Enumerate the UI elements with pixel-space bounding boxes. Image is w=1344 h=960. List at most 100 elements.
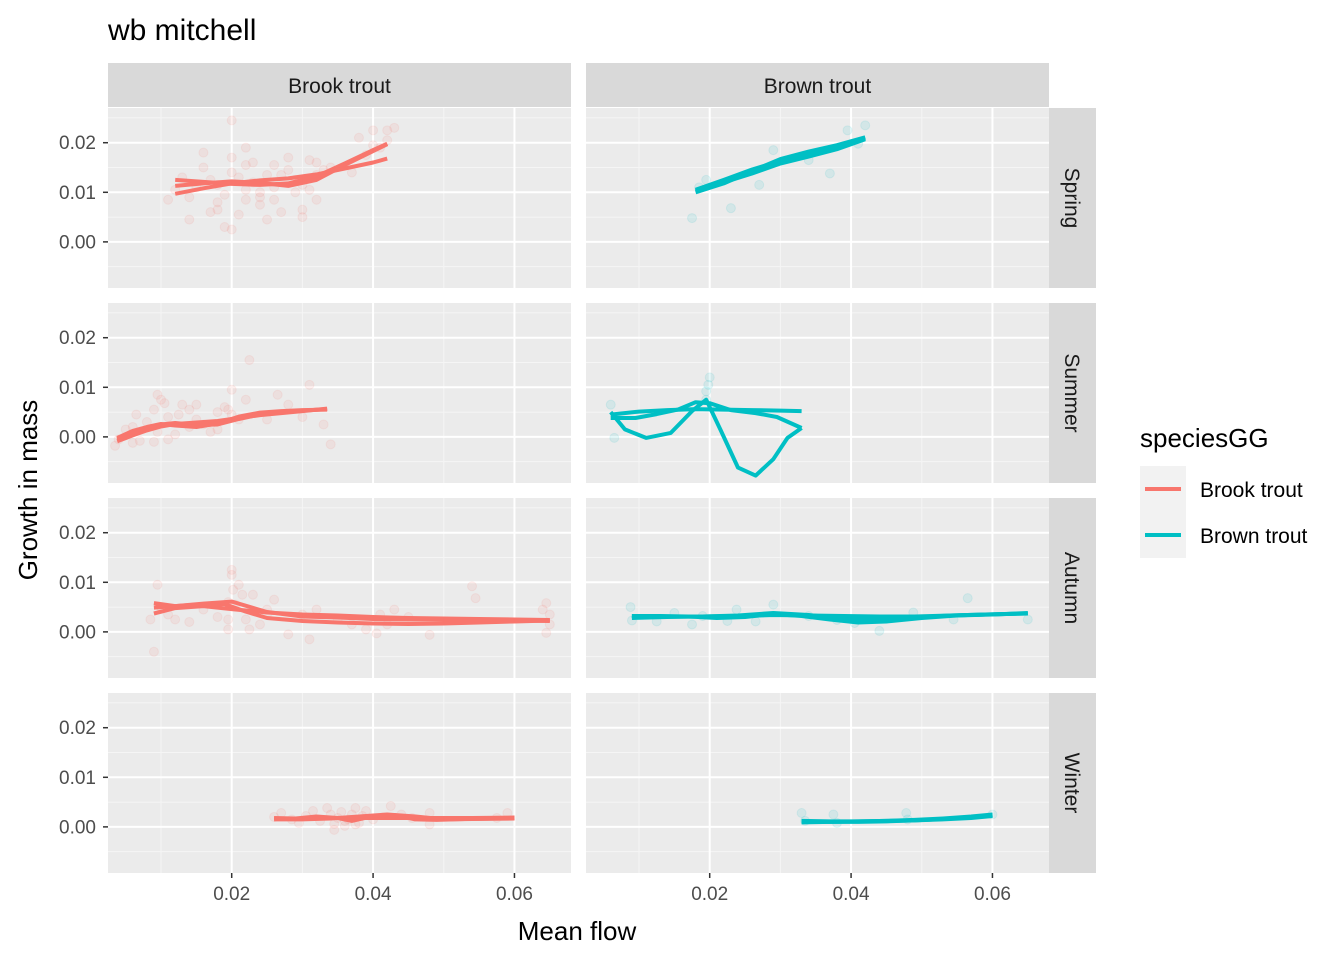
data-point: [205, 207, 216, 218]
panel-background: [108, 303, 571, 483]
data-point: [824, 168, 835, 179]
data-point: [191, 399, 202, 410]
data-point: [704, 372, 715, 383]
data-point: [226, 152, 237, 163]
data-point: [283, 164, 294, 175]
data-point: [962, 593, 973, 604]
data-point: [223, 624, 234, 635]
strip-label-winter: Winter: [1060, 753, 1083, 814]
strip-background-row-1: [1049, 108, 1096, 288]
y-tick-label: 0.01: [59, 768, 96, 789]
data-point: [269, 594, 280, 605]
data-point: [467, 581, 478, 592]
y-tick-label: 0.00: [59, 427, 96, 448]
y-tick-label: 0.02: [59, 523, 96, 544]
data-point: [329, 824, 340, 835]
data-point: [237, 589, 248, 600]
data-point: [874, 625, 885, 636]
data-point: [307, 806, 318, 817]
data-point: [544, 609, 555, 620]
data-point: [244, 355, 255, 366]
series-line-spring-brook-trout-3: [175, 142, 389, 188]
data-point: [240, 184, 251, 195]
y-tick-label: 0.00: [59, 622, 96, 643]
y-tick-label: 0.02: [59, 133, 96, 154]
data-point: [304, 379, 315, 390]
data-point: [687, 619, 698, 630]
panel-background: [586, 693, 1049, 873]
legend-label-brown-trout: Brown trout: [1200, 525, 1308, 548]
data-point: [254, 619, 265, 630]
panel-background: [108, 498, 571, 678]
data-point: [304, 155, 315, 166]
data-point: [385, 801, 396, 812]
data-point: [283, 399, 294, 410]
data-point: [233, 579, 244, 590]
facet-column-strips: Brook trout Brown trout: [108, 63, 1049, 107]
data-point: [768, 599, 779, 610]
data-point: [233, 209, 244, 220]
data-point: [152, 389, 163, 400]
panel-background: [586, 303, 1049, 483]
data-point: [198, 162, 209, 173]
data-point: [170, 429, 181, 440]
data-point: [254, 187, 265, 198]
panel-background: [586, 108, 1049, 288]
data-point: [226, 167, 237, 178]
x-tick-label: 0.04: [355, 884, 392, 905]
data-point: [240, 194, 251, 205]
data-point: [219, 189, 230, 200]
data-point: [311, 194, 322, 205]
data-point: [148, 436, 159, 447]
panel-autumn-brown-trout: [586, 498, 1049, 678]
data-point: [371, 628, 382, 639]
data-point: [244, 624, 255, 635]
facet-panels: [108, 108, 1049, 873]
data-point: [173, 409, 184, 420]
data-point: [223, 404, 234, 415]
data-point: [223, 614, 234, 625]
data-point: [240, 394, 251, 405]
data-point: [159, 398, 170, 409]
data-point: [212, 407, 223, 418]
data-point: [131, 409, 142, 420]
facet-row-strips: Spring Summer Autumn Winter: [1049, 108, 1096, 873]
data-point: [145, 614, 156, 625]
data-point: [184, 214, 195, 225]
data-point: [796, 808, 807, 818]
data-point: [184, 616, 195, 627]
data-point: [240, 142, 251, 153]
data-point: [226, 115, 237, 126]
strip-background-row-2: [1049, 303, 1096, 483]
series-line-winter-brook-trout-3: [274, 812, 515, 822]
data-point: [322, 803, 333, 814]
data-point: [226, 224, 237, 235]
strip-label-autumn: Autumn: [1060, 552, 1083, 624]
data-point: [842, 125, 853, 136]
data-point: [901, 808, 912, 818]
series-line-autumn-brown-trout-3: [631, 611, 1028, 622]
data-point: [701, 386, 712, 397]
series-line-summer-brook-trout-3: [116, 407, 328, 440]
data-point: [304, 634, 315, 645]
data-point: [247, 157, 258, 168]
data-point: [219, 222, 230, 233]
data-point: [212, 204, 223, 215]
strip-label-spring: Spring: [1060, 168, 1083, 229]
legend: speciesGG Brook trout Brown trout: [1140, 423, 1308, 558]
strip-background-col-1: [108, 63, 571, 107]
data-point: [152, 579, 163, 590]
data-point: [541, 627, 552, 638]
data-point: [768, 145, 779, 156]
data-point: [687, 213, 698, 224]
data-point: [750, 616, 761, 627]
data-point: [269, 194, 280, 205]
y-tick-label: 0.01: [59, 183, 96, 204]
data-point: [297, 412, 308, 423]
data-point: [361, 624, 372, 635]
data-point: [754, 179, 765, 190]
data-point: [148, 404, 159, 415]
series-line-summer-brown-trout-2: [609, 397, 803, 478]
data-point: [177, 399, 188, 410]
panel-winter-brook-trout: [108, 693, 571, 873]
